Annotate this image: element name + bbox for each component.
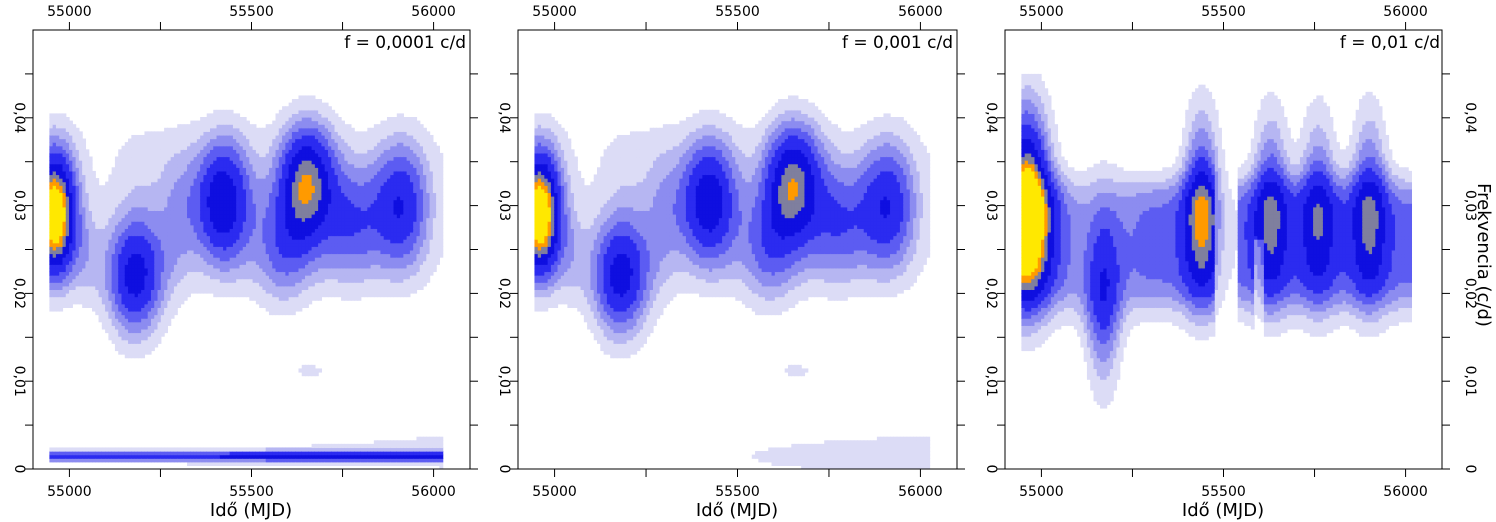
x-tick-label-bottom: 55000 (47, 484, 92, 500)
y-tick-label-left: 0,03 (983, 190, 999, 221)
y-tick-label-left: 0,01 (983, 366, 999, 397)
heatmap-area-3 (1021, 73, 1413, 409)
x-axis-label-1: Idő (MJD) (210, 500, 292, 521)
panel-2: f = 0,001 c/d Idő (MJD) 55000 55000 55500 5… (496, 4, 965, 521)
y-tick-label-left: 0,02 (11, 278, 27, 309)
x-tick-label-bottom: 55000 (1019, 484, 1064, 500)
y-tick-label-left: 0,01 (11, 366, 27, 397)
x-tick-label-bottom: 56000 (1383, 484, 1428, 500)
x-tick-label-top: 55500 (715, 4, 760, 20)
y-tick-label-right: 0,04 (1462, 102, 1478, 133)
y-tick-label-left: 0,04 (496, 102, 512, 133)
y-tick-label-right: 0,02 (1462, 278, 1478, 309)
y-tick-label-left: 0,02 (496, 278, 512, 309)
heatmap-area-2 (534, 95, 931, 469)
x-tick-label-top: 55500 (229, 4, 274, 20)
y-tick-label-left: 0 (496, 465, 512, 474)
y-tick-label-left: 0,03 (11, 190, 27, 221)
y-tick-label-right: 0 (1462, 465, 1478, 474)
y-axis-label-3: Frekvencia (c/d) (1473, 183, 1494, 327)
x-tick-label-bottom: 56000 (898, 484, 943, 500)
x-tick-label-top: 55500 (1201, 4, 1246, 20)
x-tick-label-top: 55000 (532, 4, 577, 20)
panel-title-1: f = 0,0001 c/d (344, 33, 466, 53)
x-tick-label-bottom: 55000 (532, 484, 577, 500)
y-tick-label-left: 0 (983, 465, 999, 474)
y-tick-label-left: 0,01 (496, 366, 512, 397)
panel-3: f = 0,01 c/d Idő (MJD) Frekvencia (c/d) … (983, 4, 1494, 521)
x-tick-label-bottom: 55500 (715, 484, 760, 500)
x-tick-label-bottom: 55500 (229, 484, 274, 500)
x-tick-label-bottom: 55500 (1201, 484, 1246, 500)
x-tick-label-top: 55000 (1019, 4, 1064, 20)
x-tick-label-top: 56000 (1383, 4, 1428, 20)
y-tick-label-left: 0,03 (496, 190, 512, 221)
x-tick-label-bottom: 56000 (411, 484, 456, 500)
x-tick-label-top: 56000 (898, 4, 943, 20)
y-tick-label-right: 0,01 (1462, 366, 1478, 397)
panel-title-2: f = 0,001 c/d (842, 33, 953, 53)
y-tick-label-left: 0,04 (983, 102, 999, 133)
x-tick-label-top: 56000 (411, 4, 456, 20)
x-axis-label-2: Idő (MJD) (696, 500, 778, 521)
y-tick-label-left: 0 (11, 465, 27, 474)
heatmap-area-1 (49, 95, 444, 469)
y-tick-label-left: 0,02 (983, 278, 999, 309)
y-tick-label-left: 0,04 (11, 102, 27, 133)
panel-1: f = 0,0001 c/d Idő (MJD) 55000 55000 55500… (11, 4, 478, 521)
x-tick-label-top: 55000 (47, 4, 92, 20)
x-axis-label-3: Idő (MJD) (1182, 500, 1264, 521)
panel-title-3: f = 0,01 c/d (1340, 33, 1440, 53)
y-tick-label-right: 0,03 (1462, 190, 1478, 221)
